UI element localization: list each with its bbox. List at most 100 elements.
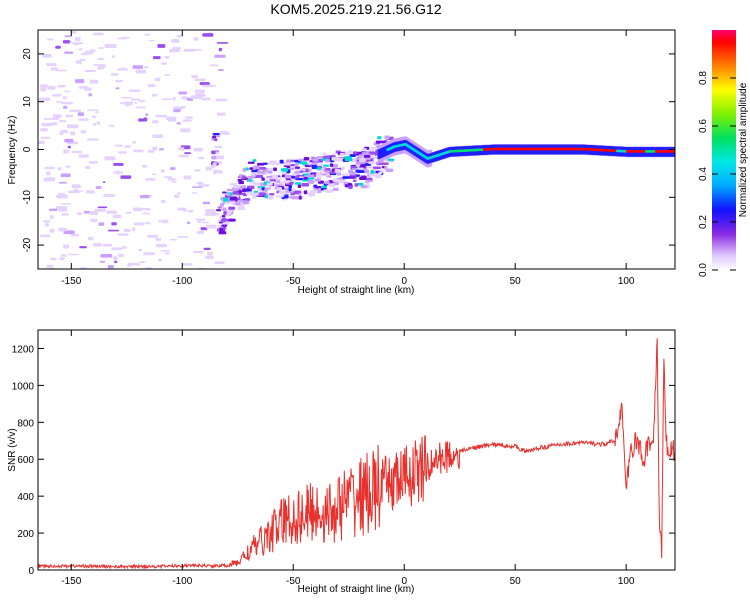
spectrogram-noise-cell: [151, 94, 158, 97]
spectrogram-noise-cell: [152, 120, 159, 124]
spectrogram-noise-cell: [64, 138, 74, 143]
spectrogram-noise-cell: [62, 96, 68, 99]
spectrogram-noise-cell: [154, 77, 161, 82]
spectrogram-noise-cell: [164, 176, 172, 179]
spectrogram-band-cell: [218, 231, 227, 235]
spectrogram-noise-cell: [184, 152, 192, 154]
spectrogram-noise-cell: [45, 223, 49, 227]
spectrogram-noise-cell: [193, 37, 199, 41]
spectrogram-noise-cell: [114, 260, 118, 264]
spectrogram-noise-cell: [67, 253, 79, 256]
spectrogram-band-cell: [302, 168, 306, 172]
spectrogram-noise-cell: [94, 208, 106, 212]
snr-plot-area: [38, 330, 675, 570]
spectrogram-noise-cell: [142, 164, 148, 168]
spectrogram-band-cell: [276, 176, 282, 181]
spectrogram-noise-cell: [190, 95, 203, 99]
spectrogram-noise-cell: [194, 78, 206, 82]
figure-title: KOM5.2025.219.21.56.G12: [270, 1, 441, 17]
spectrogram-noise-cell: [118, 253, 124, 258]
spectrogram-noise-cell: [177, 35, 184, 38]
spectrogram-noise-cell: [165, 116, 177, 121]
spectrogram-band-cell: [277, 186, 282, 191]
spectrogram-band-cell: [289, 196, 295, 199]
spectrogram-band-cell: [311, 162, 318, 166]
spectrogram-noise-cell: [145, 222, 151, 225]
spectrogram-noise-cell: [60, 129, 68, 134]
spectrogram-band-cell: [369, 173, 376, 177]
spectrogram-noise-cell: [40, 234, 51, 238]
spectrogram-band-cell: [362, 148, 367, 152]
spectrogram-band-cell: [264, 187, 272, 190]
spectrogram-noise-cell: [43, 136, 47, 140]
spectrogram-noise-cell: [185, 116, 193, 119]
spectrogram-noise-cell: [157, 258, 163, 262]
spectrogram-band-cell: [283, 180, 290, 184]
spectrogram-noise-cell: [127, 264, 132, 267]
spectrogram-band-cell: [354, 183, 359, 187]
spectrogram-band-cell: [263, 179, 271, 183]
spectrogram-noise-cell: [43, 220, 51, 223]
spectrogram-noise-cell: [60, 203, 71, 205]
spectrogram-band-cell: [230, 201, 236, 204]
spectrogram-noise-cell: [161, 62, 168, 65]
spectrogram-noise-cell: [117, 68, 128, 71]
colorbar-tick-label: 0.2: [698, 215, 709, 229]
spectrogram-band-cell: [273, 167, 277, 172]
spectrogram-ytick-label: 10: [22, 96, 33, 108]
spectrogram-band-cell: [379, 141, 386, 144]
spectrogram-band-cell: [238, 205, 244, 208]
spectrogram-noise-cell: [160, 250, 170, 252]
spectrogram-noise-cell: [93, 242, 102, 247]
spectrogram-band-cell: [214, 145, 223, 149]
spectrogram-band-cell: [316, 167, 322, 170]
spectrogram-band-cell: [322, 152, 326, 156]
spectrogram-noise-cell: [198, 184, 210, 187]
spectrogram-band-cell: [366, 177, 373, 180]
spectrogram-noise-cell: [152, 146, 158, 151]
snr-ytick-label: 400: [17, 492, 34, 503]
spectrogram-band-cell: [222, 225, 227, 230]
spectrogram-noise-cell: [196, 182, 204, 185]
spectrogram-band-cell: [306, 174, 315, 178]
spectrogram-noise-cell: [218, 47, 222, 52]
spectrogram-noise-cell: [113, 163, 124, 166]
spectrogram-band-cell: [325, 170, 330, 174]
spectrogram-noise-cell: [64, 35, 72, 38]
spectrogram-band-cell: [284, 194, 289, 199]
spectrogram-noise-cell: [157, 220, 169, 223]
spectrogram-band-cell: [308, 168, 312, 172]
spectrogram-noise-cell: [214, 54, 226, 58]
spectrogram-band-cell: [228, 218, 236, 222]
spectrogram-noise-cell: [139, 207, 151, 211]
spectrogram-noise-cell: [152, 134, 163, 138]
snr-xtick-label: -150: [61, 576, 81, 587]
spectrogram-noise-cell: [41, 122, 53, 127]
spectrogram-noise-cell: [107, 264, 114, 269]
colorbar-gradient: [712, 30, 736, 270]
spectrogram-band-cell: [348, 176, 355, 179]
spectrogram-noise-cell: [144, 33, 151, 36]
spectrogram-noise-cell: [75, 79, 85, 84]
spectrogram-band-cell: [226, 188, 235, 192]
spectrogram-band-cell: [359, 158, 366, 162]
spectrogram-noise-cell: [115, 87, 120, 90]
spectrogram-band-cell: [322, 155, 331, 159]
spectrogram-noise-cell: [97, 206, 108, 209]
spectrogram-band-cell: [222, 207, 227, 212]
spectrogram-band-cell: [242, 200, 250, 205]
spectrogram-noise-cell: [176, 192, 181, 195]
spectrogram-noise-cell: [115, 170, 120, 175]
spectrogram-band-cell: [219, 203, 225, 207]
spectrogram-noise-cell: [128, 262, 140, 266]
spectrogram-band-cell: [302, 179, 310, 182]
spectrogram-noise-cell: [97, 57, 104, 61]
spectrogram-noise-cell: [45, 171, 51, 176]
spectrogram-band-cell: [312, 157, 319, 162]
spectrogram-band-cell: [237, 178, 243, 182]
spectrogram-noise-cell: [42, 53, 52, 58]
spectrogram-band-cell: [297, 184, 302, 189]
spectrogram-band-cell: [315, 185, 322, 189]
